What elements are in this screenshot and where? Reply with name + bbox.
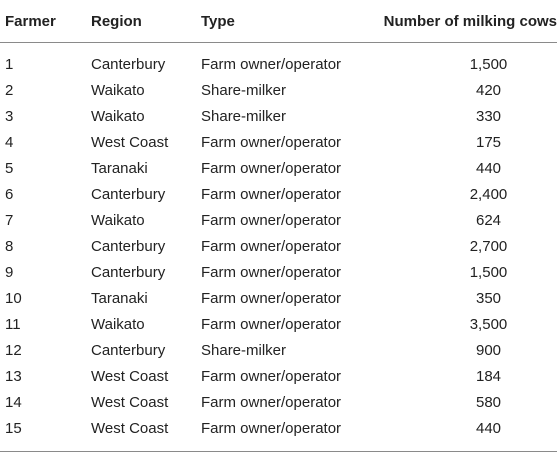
region-cell: Waikato <box>91 81 145 99</box>
type-cell: Farm owner/operator <box>201 185 342 203</box>
region-cell: Canterbury <box>91 237 166 255</box>
farmer-cell: 9 <box>5 263 14 281</box>
region-cell: West Coast <box>91 133 169 151</box>
region-cell: Canterbury <box>91 263 166 281</box>
header-milking-cows: Number of milking cows <box>366 0 557 43</box>
type-cell: Farm owner/operator <box>201 415 366 452</box>
table-body: 1 Canterbury Farm owner/operator 1,500 2 Waik… <box>0 43 557 452</box>
type-cell: Share-milker <box>201 107 287 125</box>
region-cell: Taranaki <box>91 289 148 307</box>
type-cell: Farm owner/operator <box>201 211 342 229</box>
table-row: 4 West Coast Farm owner/operator 175 <box>0 129 557 155</box>
milking-cows-cell: 440 <box>366 415 557 452</box>
farmer-cell: 4 <box>5 133 14 151</box>
table-row: 6 Canterbury Farm owner/operator 2,400 <box>0 181 557 207</box>
header-farmer: Farmer <box>0 0 91 43</box>
region-cell: West Coast <box>91 367 169 385</box>
milking-cows-cell: 624 <box>475 211 502 229</box>
table-row: 13 West Coast Farm owner/operator 184 <box>0 363 557 389</box>
header-region: Region <box>91 0 201 43</box>
milking-cows-cell: 440 <box>475 159 502 177</box>
type-cell: Farm owner/operator <box>201 289 342 307</box>
milking-cows-cell: 1,500 <box>469 55 508 73</box>
region-cell: West Coast <box>91 393 169 411</box>
table-row: 11 Waikato Farm owner/operator 3,500 <box>0 311 557 337</box>
milking-cows-cell: 580 <box>475 393 502 411</box>
farmer-cell: 11 <box>5 315 21 333</box>
table-row: 14 West Coast Farm owner/operator 580 <box>0 389 557 415</box>
type-cell: Farm owner/operator <box>201 263 342 281</box>
milking-cows-cell: 2,700 <box>469 237 508 255</box>
header-type: Type <box>201 0 366 43</box>
table-row: 15 West Coast Farm owner/operator 440 <box>0 415 557 452</box>
table-row: 3 Waikato Share-milker 330 <box>0 103 557 129</box>
farmer-cell: 14 <box>5 393 22 411</box>
farmer-cell: 3 <box>5 107 14 125</box>
header-row: Farmer Region Type Number of milking cow… <box>0 0 557 43</box>
milking-cows-cell: 2,400 <box>469 185 508 203</box>
table-row: 8 Canterbury Farm owner/operator 2,700 <box>0 233 557 259</box>
farmer-cell: 1 <box>5 55 14 73</box>
type-cell: Farm owner/operator <box>201 315 342 333</box>
region-cell: Waikato <box>91 107 145 125</box>
farmer-cell: 10 <box>5 289 22 307</box>
region-cell: Taranaki <box>91 159 148 177</box>
type-cell: Farm owner/operator <box>201 237 342 255</box>
type-cell: Farm owner/operator <box>201 55 342 73</box>
type-cell: Farm owner/operator <box>201 159 342 177</box>
table-row: 12 Canterbury Share-milker 900 <box>0 337 557 363</box>
region-cell: Canterbury <box>91 185 166 203</box>
milking-cows-cell: 1,500 <box>469 263 508 281</box>
region-cell: Canterbury <box>91 341 166 359</box>
milking-cows-cell: 184 <box>475 367 502 385</box>
type-cell: Share-milker <box>201 341 287 359</box>
region-cell: West Coast <box>91 415 201 452</box>
farmer-cell: 13 <box>5 367 22 385</box>
milking-cows-cell: 330 <box>475 107 502 125</box>
type-cell: Share-milker <box>201 81 287 99</box>
farmer-cell: 2 <box>5 81 14 99</box>
region-cell: Canterbury <box>91 55 166 73</box>
milking-cows-cell: 420 <box>475 81 502 99</box>
farmer-cell: 5 <box>5 159 14 177</box>
farmer-cell: 7 <box>5 211 14 229</box>
farmer-cell: 12 <box>5 341 22 359</box>
farmer-cell: 15 <box>0 415 91 452</box>
type-cell: Farm owner/operator <box>201 133 342 151</box>
table-row: 9 Canterbury Farm owner/operator 1,500 <box>0 259 557 285</box>
type-cell: Farm owner/operator <box>201 367 342 385</box>
farmer-cell: 8 <box>5 237 14 255</box>
table-row: 1 Canterbury Farm owner/operator 1,500 <box>0 43 557 78</box>
table-row: 10 Taranaki Farm owner/operator 350 <box>0 285 557 311</box>
region-cell: Waikato <box>91 211 145 229</box>
milking-cows-cell: 3,500 <box>469 315 508 333</box>
farmer-cell: 6 <box>5 185 14 203</box>
milking-cows-cell: 350 <box>475 289 502 307</box>
region-cell: Waikato <box>91 315 145 333</box>
milking-cows-cell: 175 <box>475 133 502 151</box>
type-cell: Farm owner/operator <box>201 393 342 411</box>
milking-cows-cell: 900 <box>475 341 502 359</box>
table-row: 7 Waikato Farm owner/operator 624 <box>0 207 557 233</box>
table-row: 5 Taranaki Farm owner/operator 440 <box>0 155 557 181</box>
table-row: 2 Waikato Share-milker 420 <box>0 77 557 103</box>
